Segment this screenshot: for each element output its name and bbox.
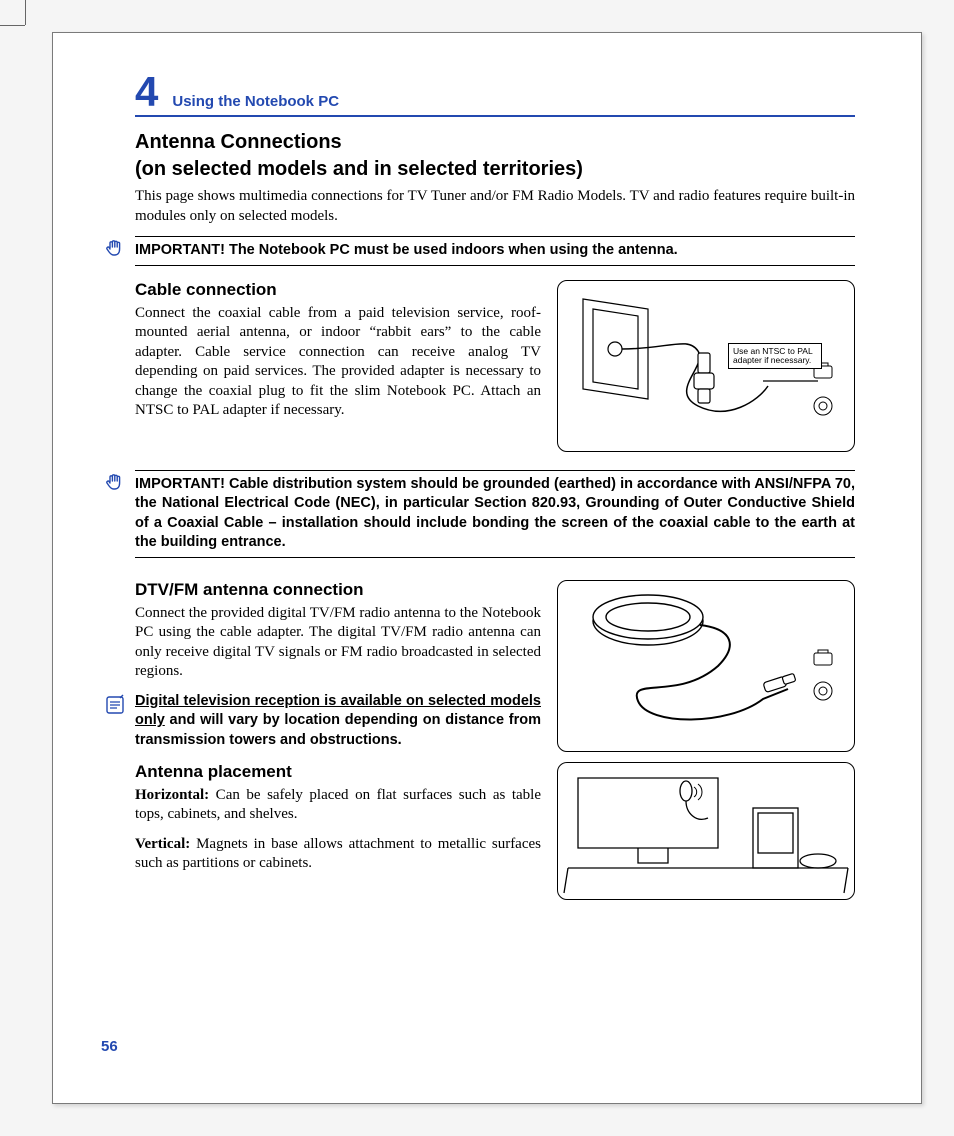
- placement-v-label: Vertical:: [135, 836, 190, 852]
- placement-heading: Antenna placement: [135, 762, 541, 782]
- cable-row: Cable connection Connect the coaxial cab…: [135, 280, 855, 452]
- dtv-row: DTV/FM antenna connection Connect the pr…: [135, 580, 855, 752]
- page-number: 56: [101, 1038, 118, 1055]
- cable-heading: Cable connection: [135, 280, 541, 300]
- important-note-2: IMPORTANT! Cable distribution system sho…: [103, 470, 855, 558]
- placement-row: Antenna placement Horizontal: Can be saf…: [135, 762, 855, 900]
- dtv-note-rest: and will vary by location depending on d…: [135, 712, 541, 748]
- section-intro: This page shows multimedia connections f…: [135, 187, 855, 226]
- placement-text: Antenna placement Horizontal: Can be saf…: [135, 762, 541, 884]
- chapter-number: 4: [135, 71, 158, 113]
- diagram-callout: Use an NTSC to PAL adapter if necessary.: [728, 343, 822, 370]
- placement-h: Horizontal: Can be safely placed on flat…: [135, 786, 541, 825]
- cable-body: Connect the coaxial cable from a paid te…: [135, 304, 541, 421]
- hand-icon: [103, 470, 127, 496]
- dtv-note: Digital television reception is availabl…: [103, 692, 541, 751]
- note-icon: [103, 692, 127, 716]
- placement-diagram: [557, 762, 855, 900]
- page: 4 Using the Notebook PC Antenna Connecti…: [52, 32, 922, 1104]
- dtv-body: Connect the provided digital TV/FM radio…: [135, 604, 541, 682]
- dtv-diagram-svg: [558, 581, 854, 753]
- important-note-1: IMPORTANT! The Notebook PC must be used …: [103, 236, 855, 266]
- section-title: Antenna Connections: [135, 131, 855, 154]
- dtv-diagram: [557, 580, 855, 752]
- cable-diagram: Use an NTSC to PAL adapter if necessary.: [557, 280, 855, 452]
- placement-diagram-svg: [558, 763, 854, 901]
- hand-icon: [103, 236, 127, 262]
- crop-mark: [25, 0, 26, 25]
- dtv-text: DTV/FM antenna connection Connect the pr…: [135, 580, 541, 751]
- dtv-heading: DTV/FM antenna connection: [135, 580, 541, 600]
- placement-v: Vertical: Magnets in base allows attachm…: [135, 835, 541, 874]
- crop-mark: [0, 25, 25, 26]
- important-text: IMPORTANT! The Notebook PC must be used …: [135, 236, 855, 266]
- section-subtitle: (on selected models and in selected terr…: [135, 158, 855, 181]
- chapter-header: 4 Using the Notebook PC: [135, 71, 855, 117]
- cable-text: Cable connection Connect the coaxial cab…: [135, 280, 541, 431]
- dtv-note-text: Digital television reception is availabl…: [135, 692, 541, 751]
- content-area: 4 Using the Notebook PC Antenna Connecti…: [135, 71, 855, 910]
- placement-v-body: Magnets in base allows attachment to met…: [135, 836, 541, 872]
- important-text-2: IMPORTANT! Cable distribution system sho…: [135, 470, 855, 558]
- chapter-title: Using the Notebook PC: [172, 93, 339, 110]
- placement-h-label: Horizontal:: [135, 787, 209, 803]
